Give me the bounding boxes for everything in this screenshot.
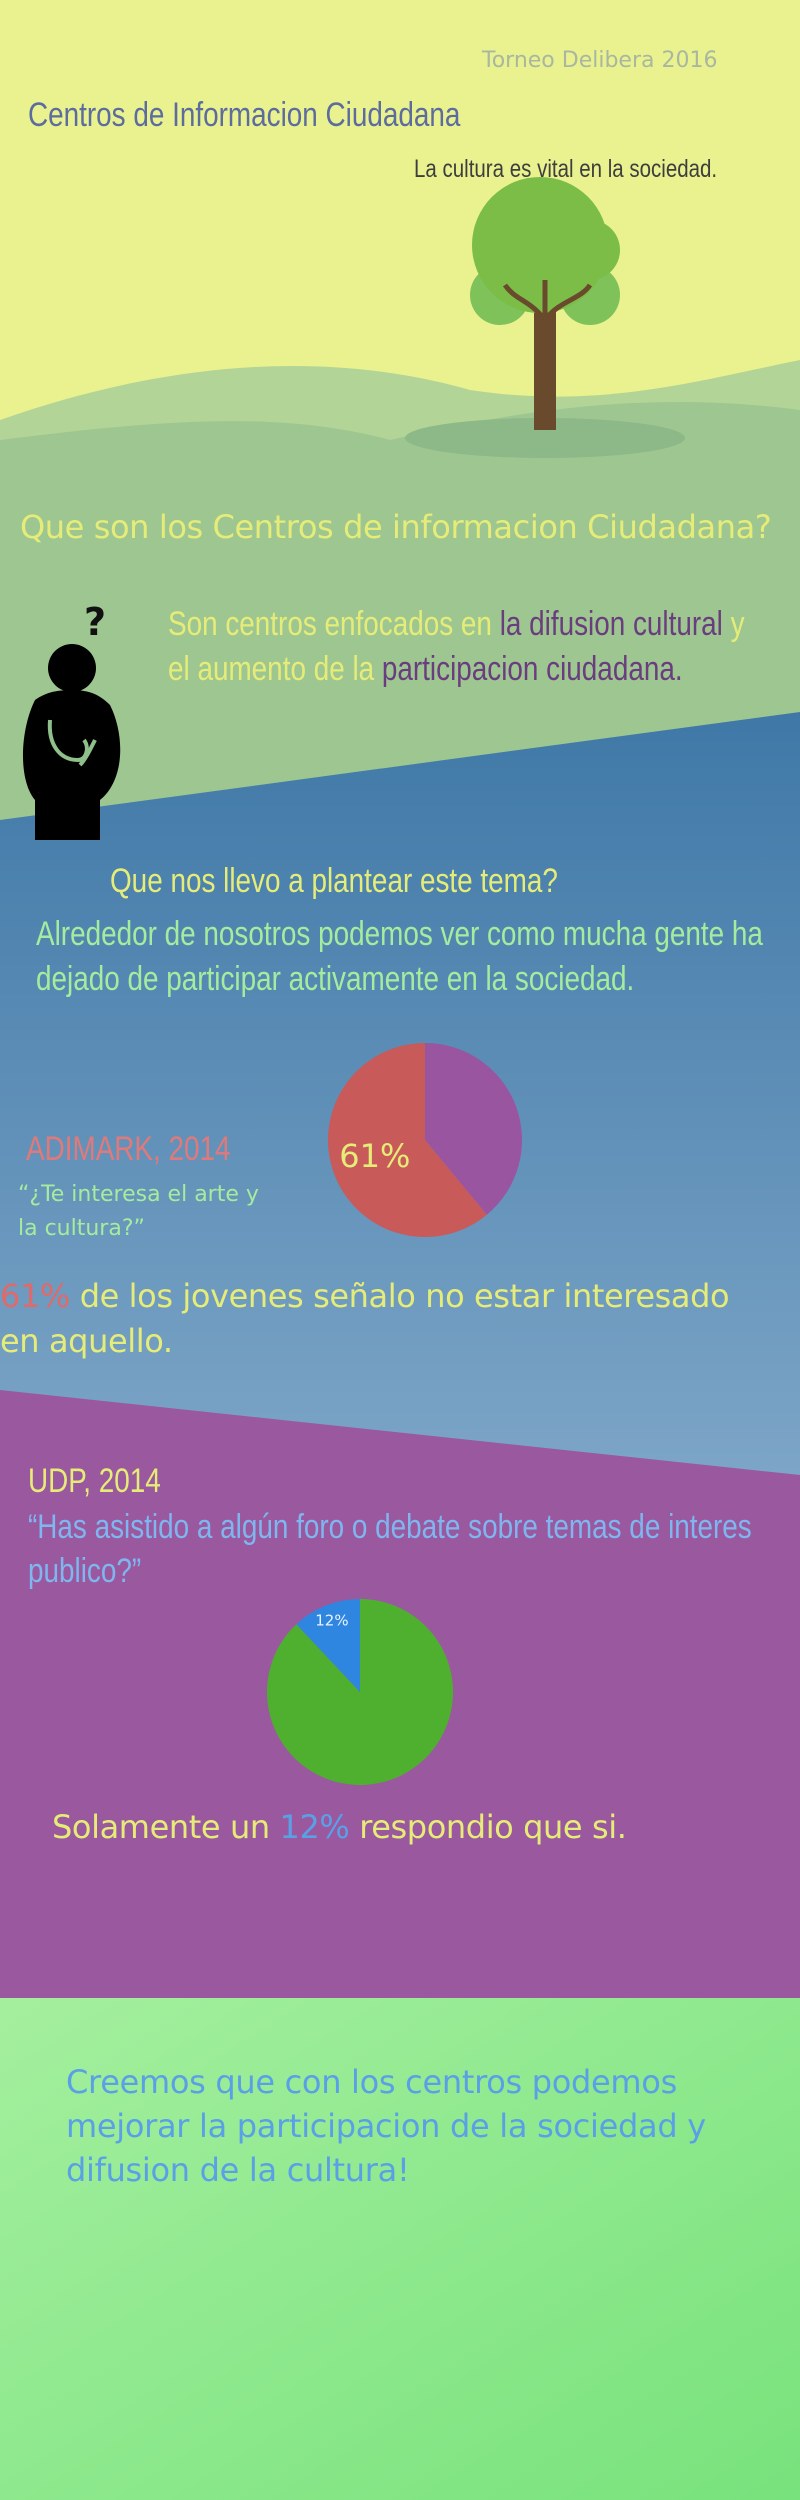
tagline: La cultura es vital en la sociedad. <box>414 155 718 183</box>
udp-result: Solamente un 12% respondio que si. <box>52 1808 627 1846</box>
closing-band <box>0 1998 800 2500</box>
closing-message: Creemos que con los centros podemos mejo… <box>66 2060 706 2192</box>
answer-text-4: . <box>674 650 683 688</box>
pie-slice <box>327 1043 487 1237</box>
udp-source: UDP, 2014 <box>28 1462 161 1500</box>
question-mark: ? <box>84 600 107 644</box>
event-name: Torneo Delibera 2016 <box>482 48 718 73</box>
why-line-1: Alrededor de nosotros podemos ver como m… <box>36 915 763 953</box>
pie-slice <box>296 1599 360 1692</box>
adimark-result-line-1: de los jovenes señalo no estar interesad… <box>69 1277 730 1315</box>
answer-text-2: y <box>722 605 745 643</box>
why-line-2: dejado de participar activamente en la s… <box>36 960 635 998</box>
pie-slice-label: 12% <box>315 1612 348 1630</box>
udp-question-line-2: publico?” <box>28 1552 142 1590</box>
tree-illustration <box>405 177 685 458</box>
pie-slice <box>425 1043 522 1215</box>
answer-highlight-participation: participacion ciudadana <box>381 650 675 688</box>
adimark-pie-chart: 61% <box>327 1043 522 1237</box>
answer-text-3: el aumento de la <box>168 650 382 688</box>
closing-line-1: Creemos que con los centros podemos <box>66 2063 677 2101</box>
adimark-result-line-2: en aquello. <box>0 1322 173 1360</box>
section-what-question: Que son los Centros de informacion Ciuda… <box>20 508 772 546</box>
adimark-question: “¿Te interesa el arte y la cultura?” <box>18 1178 259 1246</box>
udp-result-pre: Solamente un <box>52 1808 280 1846</box>
adimark-result-percent: 61% <box>0 1277 70 1315</box>
closing-line-3: difusion de la cultura! <box>66 2151 410 2189</box>
udp-result-post: respondio que si. <box>349 1808 627 1846</box>
adimark-result: 61% de los jovenes señalo no estar inter… <box>0 1274 730 1364</box>
adimark-question-line-2: la cultura?” <box>18 1216 145 1241</box>
answer-text-1: Son centros enfocados en <box>168 605 500 643</box>
udp-question-line-1: “Has asistido a algún foro o debate sobr… <box>28 1508 752 1546</box>
section-why-body: Alrededor de nosotros podemos ver como m… <box>36 912 763 1002</box>
answer-highlight-cultural: la difusion cultural <box>499 605 723 643</box>
section-why-heading: Que nos llevo a plantear este tema? <box>110 862 558 900</box>
udp-pie-chart: 12% <box>267 1599 454 1785</box>
section-what-answer: Son centros enfocados en la difusion cul… <box>168 602 745 692</box>
adimark-question-line-1: “¿Te interesa el arte y <box>18 1182 259 1207</box>
udp-result-percent: 12% <box>279 1808 350 1846</box>
pie-slice-label: 61% <box>339 1137 410 1175</box>
udp-question: “Has asistido a algún foro o debate sobr… <box>28 1505 752 1593</box>
thinking-person-illustration <box>22 644 121 840</box>
pie-slice <box>267 1599 454 1785</box>
page-title: Centros de Informacion Ciudadana <box>28 96 461 134</box>
adimark-source: ADIMARK, 2014 <box>26 1130 231 1168</box>
closing-line-2: mejorar la participacion de la sociedad … <box>66 2107 706 2145</box>
